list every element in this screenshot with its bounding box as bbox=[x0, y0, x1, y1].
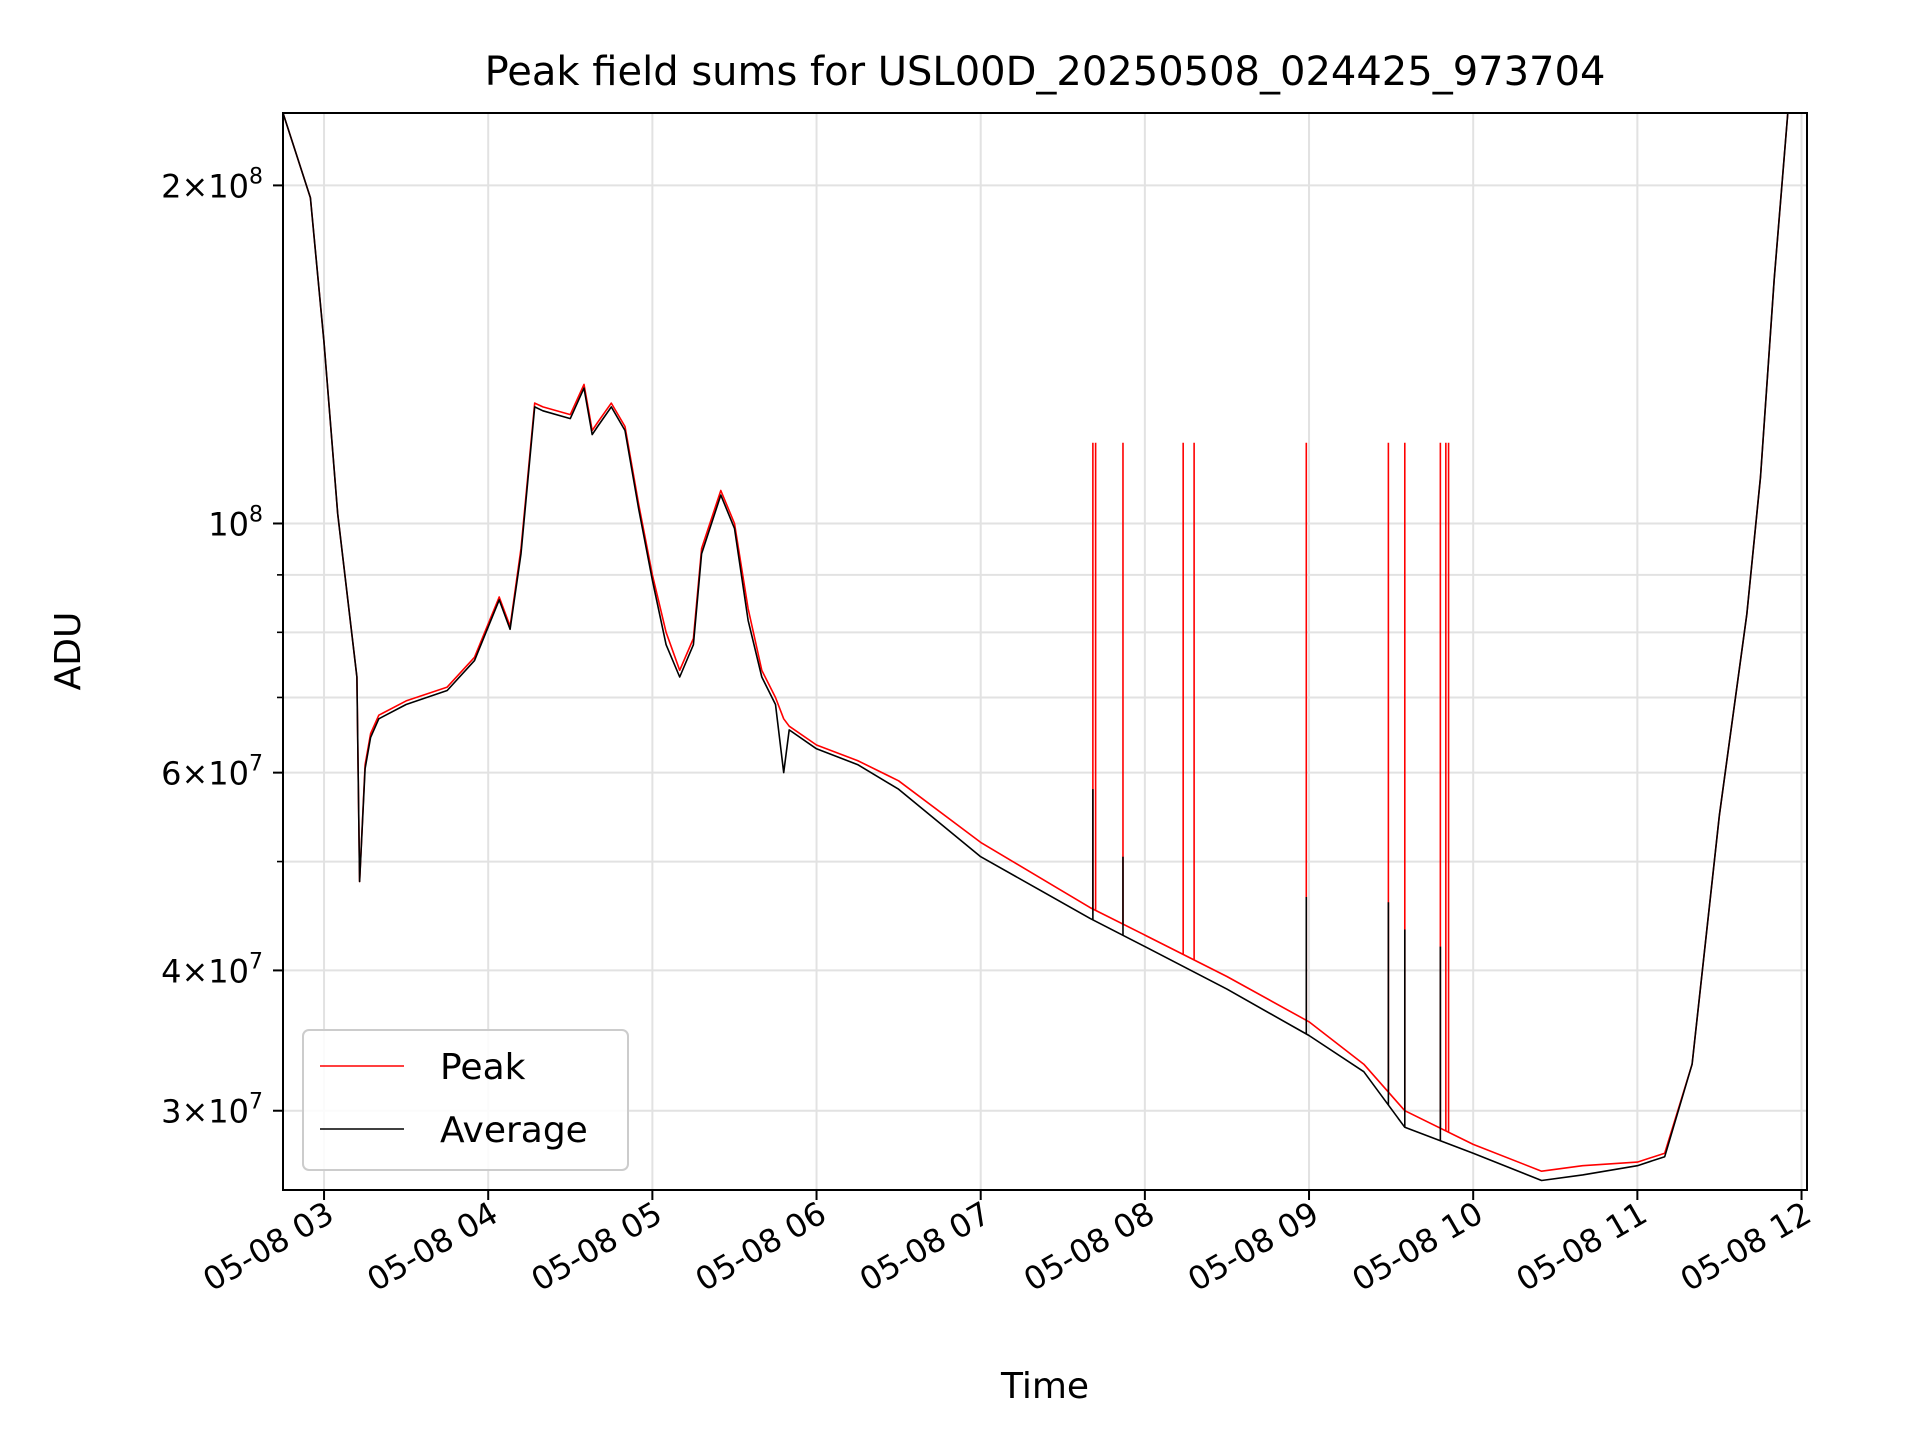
series-layer bbox=[283, 113, 1802, 1182]
plot-area bbox=[283, 113, 1802, 1182]
y-tick-label: 3×107 bbox=[161, 1090, 263, 1131]
y-tick-label: 108 bbox=[208, 502, 263, 543]
y-tick-label: 6×107 bbox=[161, 752, 263, 793]
plot-frame bbox=[282, 112, 1808, 1191]
chart-title: Peak field sums for USL00D_20250508_0244… bbox=[485, 49, 1606, 95]
x-axis-label: Time bbox=[1000, 1366, 1089, 1407]
series-line-average bbox=[283, 113, 1802, 1182]
y-axis-label: ADU bbox=[48, 612, 89, 691]
legend: Peak Average bbox=[302, 1029, 629, 1171]
legend-label-peak: Peak bbox=[440, 1047, 526, 1088]
y-tick-label: 4×107 bbox=[161, 949, 263, 990]
y-tick-label: 2×108 bbox=[161, 164, 263, 205]
grid bbox=[283, 113, 1807, 1190]
legend-box bbox=[302, 1029, 629, 1171]
series-line-peak bbox=[283, 113, 1802, 1172]
legend-label-average: Average bbox=[440, 1110, 588, 1151]
